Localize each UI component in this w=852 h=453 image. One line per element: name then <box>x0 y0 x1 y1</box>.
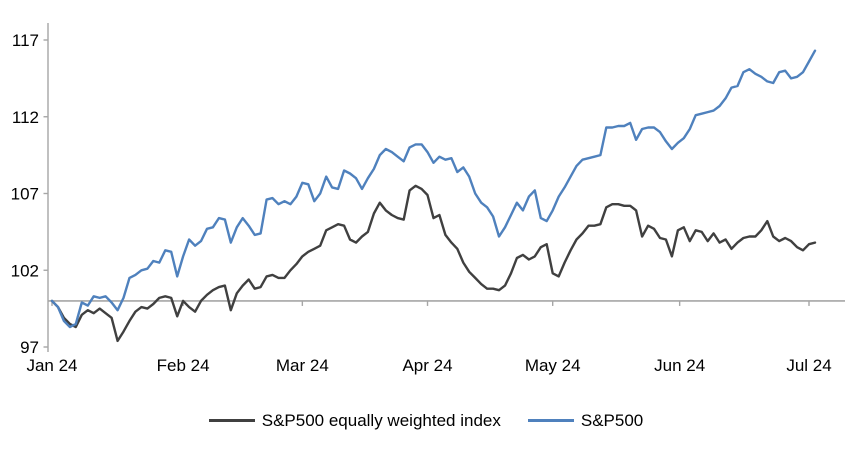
x-axis-label: Feb 24 <box>157 356 210 375</box>
legend-line-swatch-equal-weight <box>208 418 255 422</box>
x-axis-label: Mar 24 <box>276 356 329 375</box>
price-chart: Jan 24 Feb 24 Mar 24 Apr 24 May 24 Jun 24 Jul … <box>11 23 845 375</box>
legend-line-swatch-sp500 <box>527 418 574 422</box>
legend-label-sp500: S&P500 <box>580 410 644 430</box>
series-line-equal-weight-index <box>50 184 817 343</box>
x-axis-label: May 24 <box>525 356 581 375</box>
y-axis-label: 107 <box>11 185 39 204</box>
series-line-sp500 <box>50 49 817 329</box>
y-axis-label: 102 <box>11 261 39 280</box>
legend-label-equal-weight: S&P500 equally weighted index <box>261 410 501 430</box>
chart-legend: S&P500 equally weighted index S&P500 <box>0 402 852 438</box>
x-axis-label: Jul 24 <box>786 356 831 375</box>
legend-item-sp500: S&P500 <box>527 410 644 430</box>
x-axis-label: Apr 24 <box>402 356 452 375</box>
y-axis-label: 97 <box>20 338 39 357</box>
y-axis-label: 117 <box>12 31 39 50</box>
price-chart-container: Jan 24 Feb 24 Mar 24 Apr 24 May 24 Jun 24 Jul … <box>11 23 845 375</box>
x-axis-label: Jan 24 <box>26 356 77 375</box>
x-axis-label: Jun 24 <box>654 356 705 375</box>
y-axis-label: 112 <box>12 108 39 127</box>
legend-item-equal-weight-index: S&P500 equally weighted index <box>208 410 501 430</box>
